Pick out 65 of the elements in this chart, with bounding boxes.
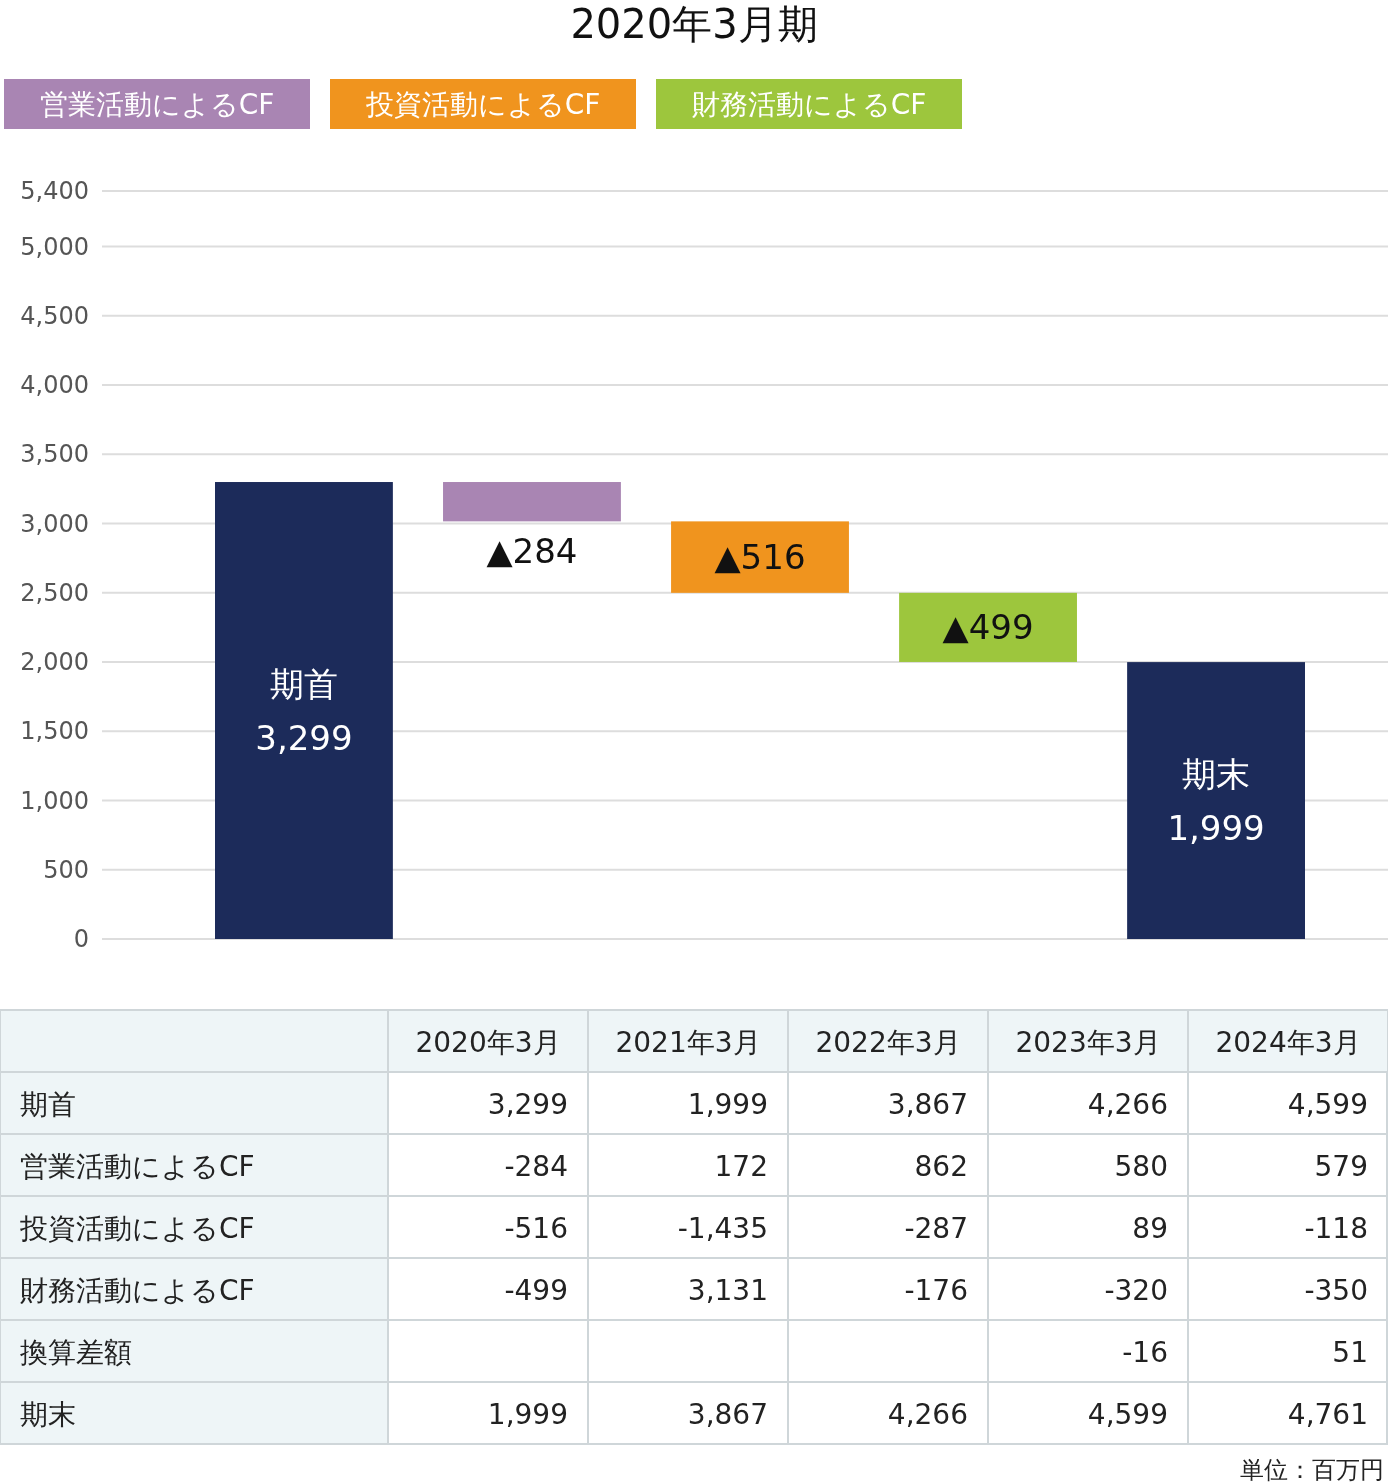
text: 3,867	[687, 1398, 768, 1431]
text: -287	[904, 1212, 968, 1245]
category-label: 期首	[20, 1088, 76, 1121]
category-label: 営業活動によるCF	[20, 1150, 255, 1183]
data-label: 期末 1,999	[1167, 753, 1265, 848]
text: 営業活動によるCF	[39, 88, 275, 121]
category-label: 期末	[20, 1398, 76, 1431]
text: 単位：百万円	[1240, 1456, 1384, 1484]
category-label: 換算差額	[20, 1336, 132, 1369]
category-label: 2024年3月	[1215, 1026, 1361, 1059]
data-label: 期首 3,299	[255, 663, 353, 758]
y-tick-label: 1,500	[20, 717, 89, 746]
text: 4,266	[887, 1398, 968, 1431]
category-label: 財務活動によるCF	[20, 1274, 255, 1307]
text: -350	[1304, 1274, 1368, 1307]
text: 4,599	[1287, 1088, 1368, 1121]
y-tick-label: 4,000	[20, 371, 89, 400]
category-label: 2021年3月	[615, 1026, 761, 1059]
text: 4,599	[1087, 1398, 1168, 1431]
data-label: ▲499	[942, 607, 1034, 648]
y-tick-label: 1,000	[20, 786, 89, 815]
text: -118	[1304, 1212, 1368, 1245]
y-tick-label: 5,400	[20, 177, 89, 206]
text: 3,867	[887, 1088, 968, 1121]
y-tick-label: 4,500	[20, 301, 89, 330]
text: -516	[504, 1212, 568, 1245]
text: 1,999	[487, 1398, 568, 1431]
y-tick-label: 3,500	[20, 440, 89, 469]
text: -284	[504, 1150, 568, 1183]
text: -1,435	[677, 1212, 768, 1245]
data-label: ▲284	[486, 531, 578, 572]
y-tick-label: 3,000	[20, 509, 89, 538]
bar	[443, 482, 621, 522]
y-tick-label: 2,000	[20, 648, 89, 677]
bar	[899, 592, 1077, 662]
text: -176	[904, 1274, 968, 1307]
bar	[215, 482, 393, 939]
text: 1,999	[687, 1088, 768, 1121]
text: -320	[1104, 1274, 1168, 1307]
text: 579	[1314, 1150, 1368, 1183]
text: 3,131	[687, 1274, 768, 1307]
text: 3,299	[487, 1088, 568, 1121]
text: 862	[914, 1150, 968, 1183]
y-tick-label: 500	[43, 855, 89, 884]
text: -16	[1122, 1336, 1168, 1369]
category-label: 投資活動によるCF	[20, 1212, 255, 1245]
text: -499	[504, 1274, 568, 1307]
text: 172	[714, 1150, 768, 1183]
data-label: ▲516	[714, 537, 806, 578]
text: 4,266	[1087, 1088, 1168, 1121]
y-tick-label: 2,500	[20, 578, 89, 607]
text: 51	[1332, 1336, 1368, 1369]
category-label: 2023年3月	[1015, 1026, 1161, 1059]
chart-title: 2020年3月期	[570, 1, 818, 47]
bar	[1127, 662, 1305, 939]
text: 580	[1114, 1150, 1168, 1183]
text: 投資活動によるCF	[364, 88, 601, 121]
y-tick-label: 0	[73, 925, 89, 954]
y-tick-label: 5,000	[20, 232, 89, 261]
text: 89	[1132, 1212, 1168, 1245]
text: 4,761	[1287, 1398, 1368, 1431]
category-label: 2022年3月	[815, 1026, 961, 1059]
text: 財務活動によるCF	[691, 88, 927, 121]
category-label: 2020年3月	[415, 1026, 561, 1059]
bar	[671, 521, 849, 593]
